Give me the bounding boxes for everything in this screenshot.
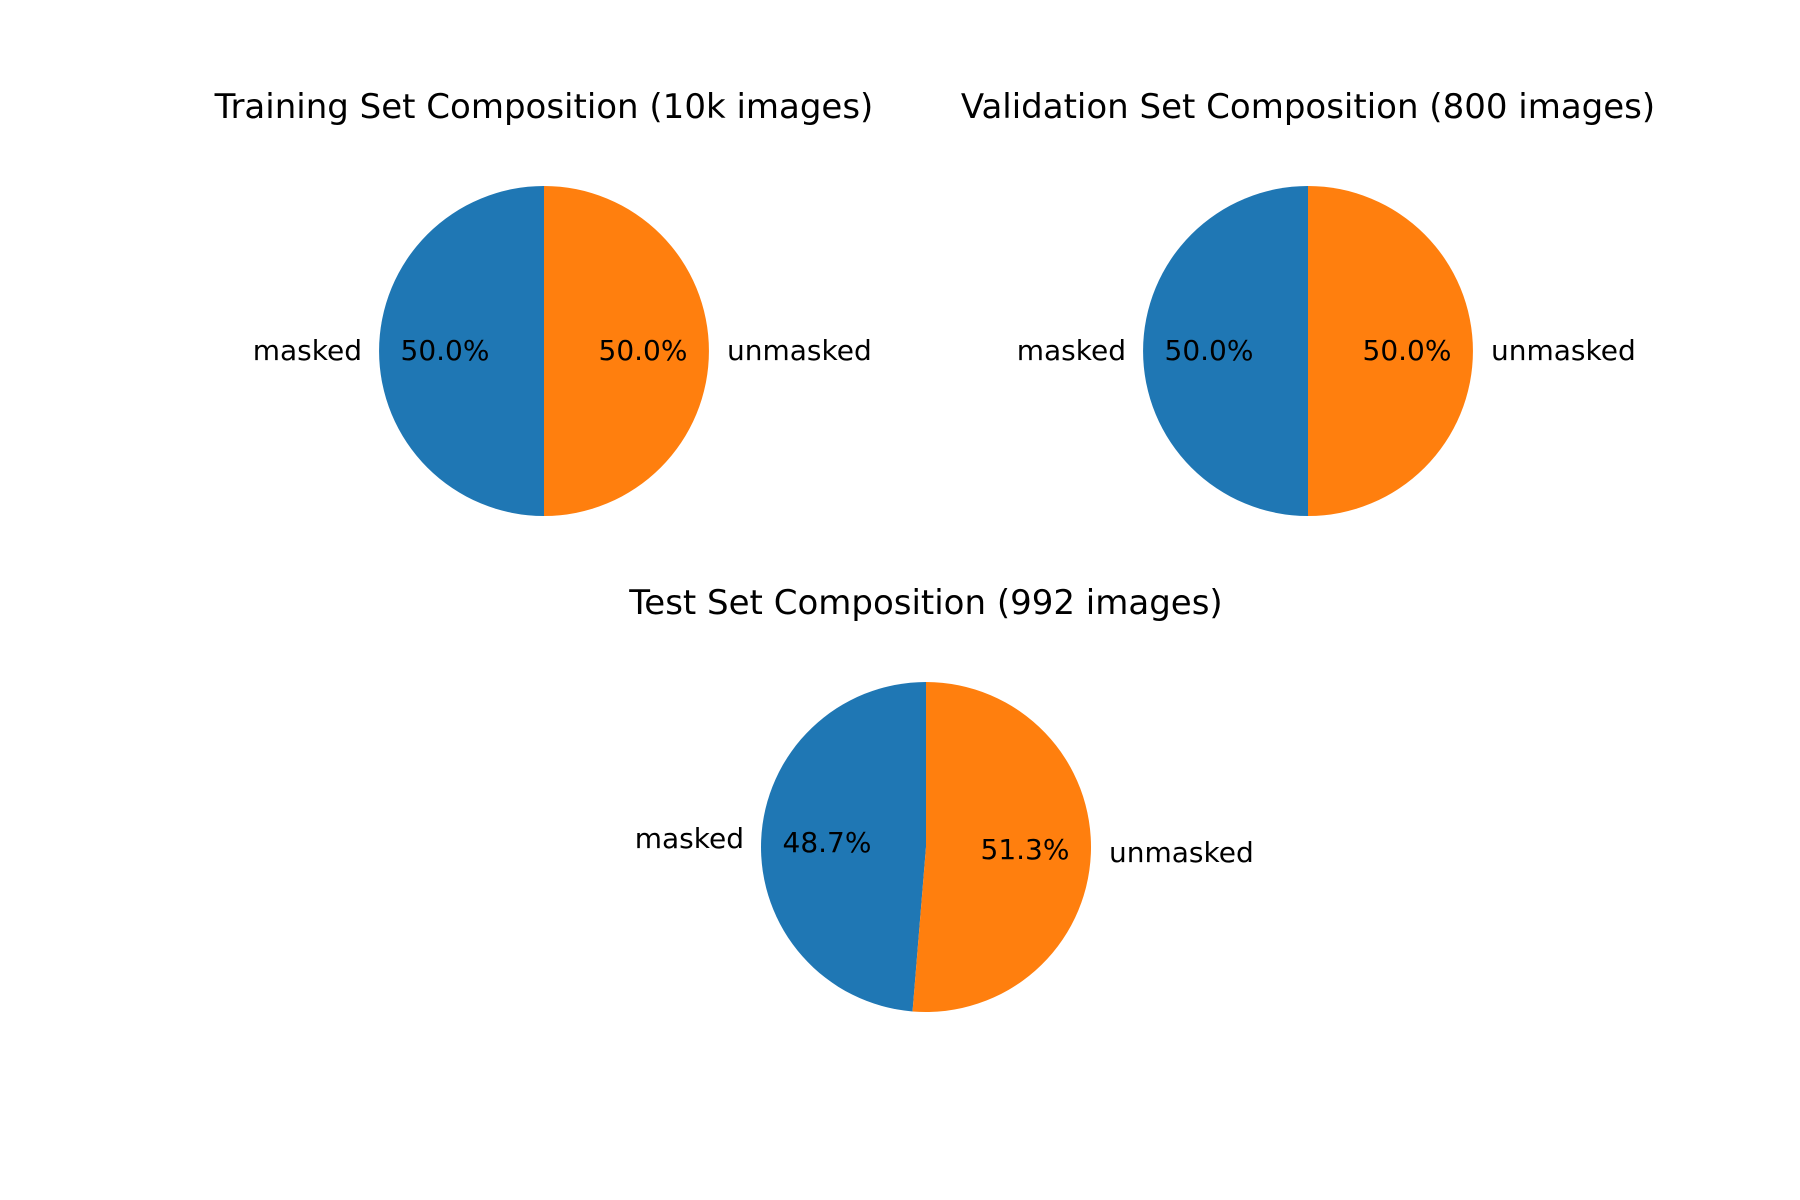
- pie-slice-masked: [379, 186, 544, 516]
- chart-title: Validation Set Composition (800 images): [961, 87, 1655, 127]
- slice-label-unmasked: unmasked: [1109, 836, 1254, 869]
- slice-pct-masked: 50.0%: [1165, 334, 1254, 367]
- chart-title: Training Set Composition (10k images): [214, 87, 874, 127]
- slice-label-unmasked: unmasked: [1491, 334, 1636, 367]
- slice-label-masked: masked: [1017, 334, 1126, 367]
- pie-slice-masked: [1143, 186, 1308, 516]
- pie-chart-validation: Validation Set Composition (800 images) …: [961, 87, 1655, 516]
- slice-pct-unmasked: 51.3%: [981, 833, 1070, 866]
- pie-slice-unmasked: [912, 682, 1092, 1012]
- slice-label-unmasked: unmasked: [727, 334, 872, 367]
- chart-title: Test Set Composition (992 images): [628, 583, 1222, 623]
- slice-pct-masked: 48.7%: [783, 826, 872, 859]
- slice-pct-masked: 50.0%: [401, 334, 490, 367]
- pie-slice-unmasked: [1308, 186, 1473, 516]
- slice-pct-unmasked: 50.0%: [1363, 334, 1452, 367]
- pie-chart-training: Training Set Composition (10k images) ma…: [214, 87, 874, 516]
- slice-label-masked: masked: [635, 822, 744, 855]
- slice-pct-unmasked: 50.0%: [599, 334, 688, 367]
- pie-slice-masked: [761, 682, 926, 1012]
- pie-chart-test: Test Set Composition (992 images) masked…: [628, 583, 1254, 1012]
- pie-slice-unmasked: [544, 186, 709, 516]
- slice-label-masked: masked: [253, 334, 362, 367]
